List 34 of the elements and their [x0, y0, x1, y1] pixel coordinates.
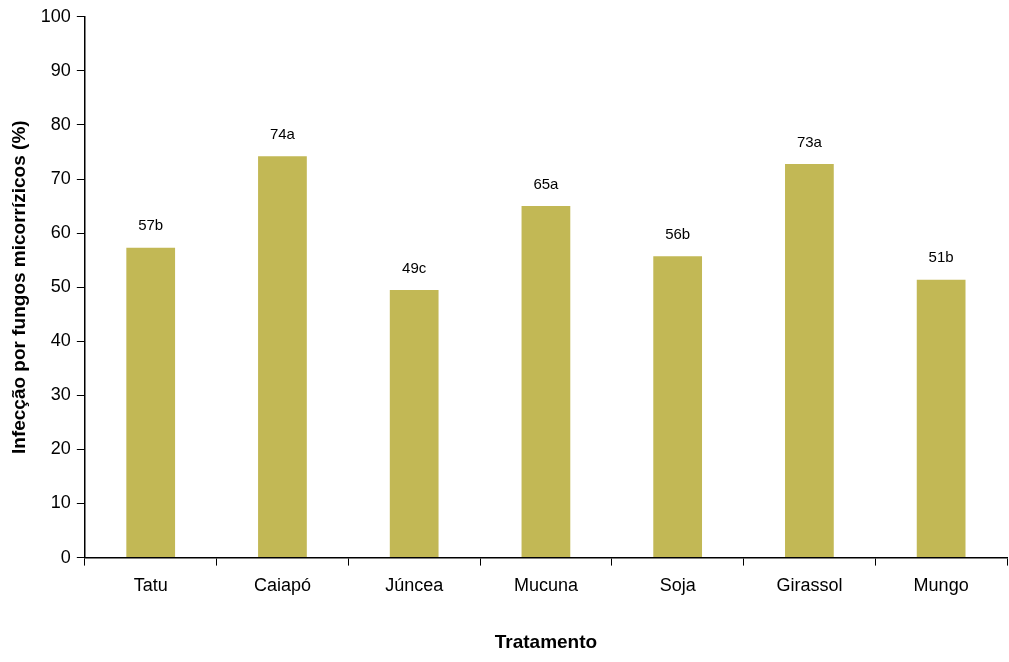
y-tick-label: 40: [50, 330, 71, 351]
data-label: 74a: [269, 124, 296, 142]
x-tick-label: Tatu: [133, 575, 168, 596]
data-label: 49c: [402, 258, 427, 276]
data-label: 56b: [665, 225, 691, 243]
y-tick-label: 0: [60, 546, 71, 567]
y-axis-title: Infecção por fungos micorrízicos (%): [7, 120, 29, 454]
y-tick-label: 80: [50, 113, 71, 134]
x-tick-label: Soja: [659, 575, 697, 596]
bar: [258, 156, 307, 558]
bar: [653, 256, 703, 558]
x-tick-label: Mungo: [913, 575, 969, 596]
x-tick-label: Caiapó: [253, 575, 311, 596]
bar: [521, 206, 571, 558]
y-tick-label: 30: [50, 384, 71, 405]
x-tick-label: Girassol: [776, 575, 843, 596]
bar: [126, 247, 176, 558]
bar: [389, 289, 439, 558]
y-tick-label: 50: [50, 276, 71, 297]
x-tick-label: Júncea: [385, 575, 445, 596]
x-axis-title: Tratamento: [494, 630, 598, 652]
y-tick-label: 60: [50, 222, 71, 243]
y-tick-label: 100: [40, 5, 71, 26]
data-label: 73a: [796, 132, 823, 150]
y-tick-label: 20: [50, 438, 71, 459]
bar: [785, 163, 834, 558]
data-label: 65a: [533, 174, 560, 192]
x-tick-label: Mucuna: [513, 575, 579, 596]
y-tick-label: 10: [50, 492, 71, 513]
data-label: 51b: [928, 248, 954, 266]
y-tick-label: 70: [50, 168, 71, 189]
data-label: 57b: [138, 216, 164, 234]
bar: [916, 279, 966, 558]
y-tick-label: 90: [50, 59, 71, 80]
